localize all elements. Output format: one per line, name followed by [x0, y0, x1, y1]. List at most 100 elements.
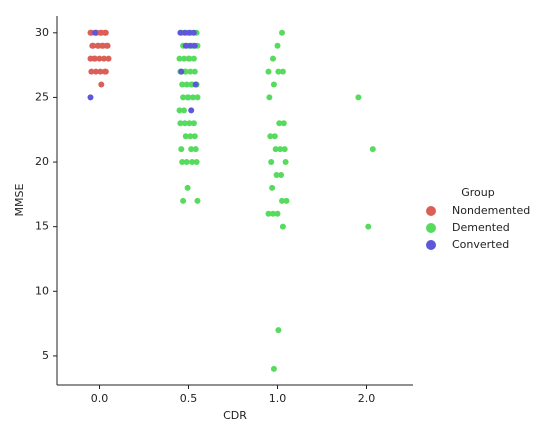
data-point [90, 42, 97, 49]
y-tick-label: 30 [35, 26, 49, 39]
data-point [281, 146, 288, 153]
data-point [177, 29, 184, 36]
y-tick-label: 20 [35, 155, 49, 168]
data-point [97, 68, 104, 75]
data-point [274, 210, 281, 217]
data-point [190, 29, 197, 36]
data-point [104, 42, 111, 49]
data-point [92, 55, 98, 62]
data-point [188, 146, 195, 153]
data-point [269, 184, 276, 191]
data-point [272, 146, 279, 153]
data-point [282, 159, 289, 166]
data-point [181, 55, 187, 62]
data-point [270, 210, 276, 217]
data-point [176, 55, 183, 62]
data-point [192, 81, 199, 88]
data-point [176, 107, 183, 114]
data-point [279, 29, 285, 36]
data-point [181, 107, 187, 114]
data-point [98, 81, 105, 88]
legend-marker [426, 223, 436, 233]
data-point [194, 197, 201, 204]
data-point [181, 120, 188, 127]
data-point [279, 68, 286, 75]
legend-marker [426, 240, 436, 250]
data-point [270, 365, 277, 372]
data-point [182, 133, 189, 140]
data-point [265, 210, 272, 217]
data-point [105, 55, 112, 62]
data-point [98, 29, 105, 36]
legend-label: Nondemented [452, 204, 530, 217]
data-point [87, 94, 94, 101]
data-point [273, 171, 280, 178]
data-point [183, 81, 190, 88]
data-point [102, 29, 109, 36]
y-tick-label: 5 [42, 349, 49, 362]
data-point [187, 133, 194, 140]
data-point [191, 68, 198, 75]
data-point [278, 171, 285, 178]
data-point [95, 42, 102, 49]
data-point [276, 120, 283, 127]
data-point [184, 184, 191, 191]
data-point [185, 94, 192, 101]
data-point [180, 94, 187, 101]
data-point [92, 29, 98, 36]
data-point [186, 55, 193, 62]
data-point [187, 68, 194, 75]
legend-label: Converted [452, 238, 509, 251]
data-point [92, 68, 99, 75]
data-point [88, 68, 95, 75]
data-point [188, 107, 195, 114]
data-point [270, 81, 277, 88]
x-tick-label: 2.0 [358, 392, 376, 405]
data-point [179, 159, 186, 166]
data-point [178, 68, 185, 75]
data-point [283, 197, 290, 204]
data-point [186, 29, 193, 36]
data-point [190, 55, 197, 62]
data-point [271, 133, 278, 140]
data-point [189, 159, 196, 166]
data-point [187, 42, 194, 49]
data-point [274, 42, 281, 49]
data-point [102, 68, 109, 75]
legend-label: Demented [452, 221, 510, 234]
data-point [182, 42, 189, 49]
data-point [193, 159, 200, 166]
data-point [191, 42, 198, 49]
x-tick-label: 1.0 [269, 392, 287, 405]
data-point [280, 120, 287, 127]
data-point [87, 55, 94, 62]
data-point [265, 68, 272, 75]
data-point [194, 94, 201, 101]
data-point [182, 68, 189, 75]
data-point [100, 42, 107, 49]
data-point [183, 159, 190, 166]
y-tick-label: 25 [35, 90, 49, 103]
x-tick-label: 0.0 [91, 392, 109, 405]
data-point [181, 29, 188, 36]
x-tick-label: 0.5 [180, 392, 198, 405]
data-point [275, 327, 282, 334]
data-point [275, 68, 282, 75]
data-point [190, 94, 196, 101]
data-point [191, 133, 198, 140]
data-point [279, 223, 286, 230]
data-point [96, 55, 103, 62]
legend-marker [426, 206, 436, 216]
data-point [101, 55, 107, 62]
data-point [268, 159, 275, 166]
data-point [365, 223, 372, 230]
data-point [190, 120, 197, 127]
x-axis-label: CDR [223, 409, 247, 422]
y-tick-label: 10 [35, 284, 49, 297]
data-point [177, 120, 184, 127]
y-tick-label: 15 [35, 220, 49, 233]
data-point [186, 120, 193, 127]
data-point [178, 146, 185, 153]
data-point [266, 94, 273, 101]
data-point [279, 197, 285, 204]
